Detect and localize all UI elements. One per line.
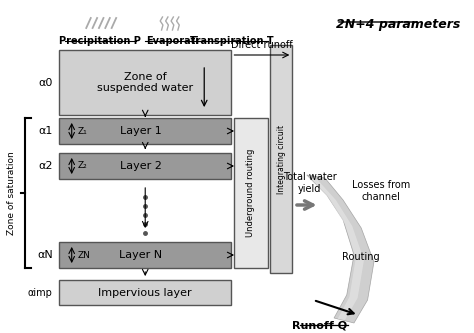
FancyBboxPatch shape: [271, 45, 292, 273]
FancyBboxPatch shape: [59, 50, 231, 115]
Text: Total water
yield: Total water yield: [283, 172, 337, 194]
Text: Underground routing: Underground routing: [246, 149, 255, 237]
Text: αimp: αimp: [28, 287, 53, 297]
Polygon shape: [310, 178, 364, 320]
Text: Integrating circuit: Integrating circuit: [277, 125, 286, 193]
Text: Layer 2: Layer 2: [120, 161, 162, 171]
Text: Layer N: Layer N: [119, 250, 162, 260]
Text: 2N+4 parameters: 2N+4 parameters: [336, 18, 460, 31]
Text: Routing: Routing: [342, 252, 380, 262]
FancyBboxPatch shape: [234, 118, 268, 268]
Text: ZN: ZN: [78, 250, 91, 259]
FancyBboxPatch shape: [59, 153, 231, 179]
Text: Losses from
channel: Losses from channel: [352, 180, 410, 201]
Text: Z₂: Z₂: [78, 162, 88, 170]
Text: Evaporati: Evaporati: [146, 36, 199, 46]
Text: Zone of
suspended water: Zone of suspended water: [97, 72, 193, 93]
Text: Zone of saturation: Zone of saturation: [7, 151, 16, 235]
Text: Layer 1: Layer 1: [120, 126, 162, 136]
FancyBboxPatch shape: [59, 280, 231, 305]
Text: αN: αN: [37, 250, 53, 260]
Text: α0: α0: [38, 78, 53, 88]
Text: Precipitation P: Precipitation P: [59, 36, 141, 46]
Text: Runoff Q: Runoff Q: [292, 320, 347, 330]
FancyBboxPatch shape: [59, 242, 231, 268]
FancyBboxPatch shape: [59, 118, 231, 144]
Text: Impervious layer: Impervious layer: [99, 287, 192, 297]
Text: Direct runoff: Direct runoff: [231, 40, 292, 50]
Text: Transpiration T: Transpiration T: [190, 36, 273, 46]
Text: α1: α1: [38, 126, 53, 136]
Text: α2: α2: [38, 161, 53, 171]
Text: Z₁: Z₁: [78, 127, 88, 136]
Polygon shape: [307, 175, 374, 323]
